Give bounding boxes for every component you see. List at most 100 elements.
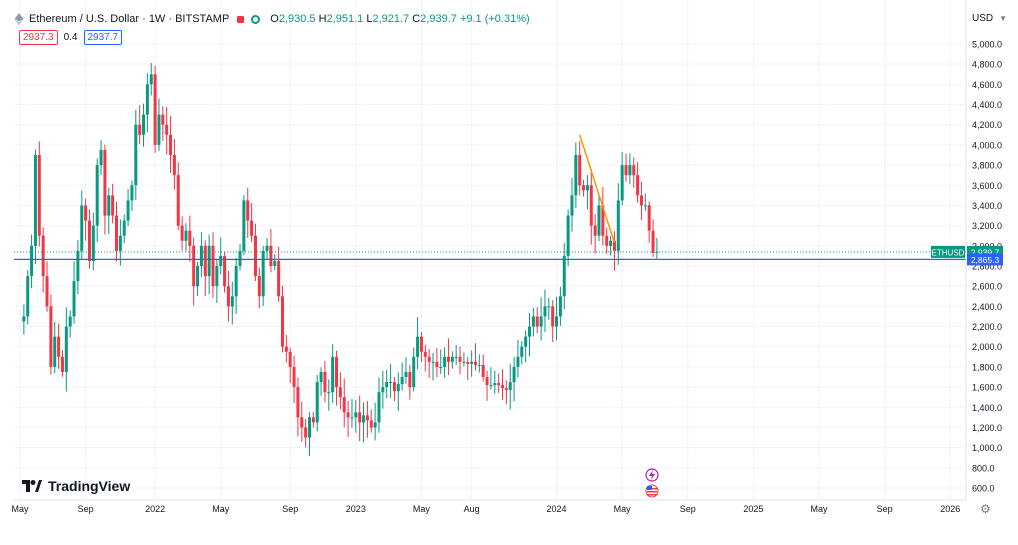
- symbol-title[interactable]: Ethereum / U.S. Dollar · 1W · BITSTAMP: [29, 13, 230, 25]
- candle-body: [412, 356, 416, 388]
- candle-body: [49, 306, 53, 367]
- candle-body: [199, 245, 203, 266]
- flag-stripe: [647, 494, 657, 496]
- candle-body: [30, 245, 34, 277]
- candle-body: [64, 326, 68, 372]
- candle-body: [555, 316, 559, 327]
- candle-body: [504, 388, 508, 391]
- candle-body: [230, 296, 234, 307]
- candle-body: [234, 266, 238, 297]
- candle-body: [172, 155, 176, 176]
- y-tick-label: 3,400.0: [972, 201, 1002, 211]
- candle-body: [473, 361, 477, 365]
- ohlc-values: O2,930.5 H2,951.1 L2,921.7 C2,939.7 +9.1…: [270, 13, 530, 25]
- candle-body: [639, 195, 643, 206]
- y-tick-label: 2,200.0: [972, 322, 1002, 332]
- trade-row: 2937.3 0.4 2937.7: [19, 30, 123, 45]
- candle-body: [439, 366, 443, 368]
- candle-body: [180, 225, 184, 241]
- x-tick-label: Sep: [877, 504, 893, 514]
- candle-body: [636, 175, 640, 196]
- candle-body: [33, 155, 37, 246]
- candle-body: [616, 200, 620, 251]
- candle-body: [203, 245, 207, 277]
- candle-body: [37, 155, 41, 236]
- candle-body: [416, 336, 420, 357]
- candle-body: [446, 356, 450, 362]
- candle-body: [80, 205, 84, 251]
- candle-body: [427, 356, 431, 362]
- candle-body: [377, 392, 381, 423]
- x-tick-label: May: [614, 504, 632, 514]
- tradingview-logo-icon: [22, 480, 42, 492]
- candle-body: [582, 185, 586, 191]
- candle-body: [169, 134, 173, 155]
- event-icons[interactable]: [645, 468, 659, 498]
- candle-body: [346, 412, 350, 418]
- candle-body: [273, 260, 277, 266]
- brand-name: TradingView: [48, 478, 131, 494]
- y-tick-label: 1,200.0: [972, 423, 1002, 433]
- market-closed-icon[interactable]: [237, 15, 245, 23]
- price-labels: ETHUSD 2,939.72,865.3: [931, 245, 1003, 266]
- sell-button[interactable]: 2937.3: [19, 30, 58, 45]
- candle-body: [562, 255, 566, 297]
- candle-body: [400, 377, 404, 385]
- candle-body: [450, 356, 454, 362]
- candle-body: [423, 351, 427, 357]
- tradingview-logo[interactable]: TradingView: [22, 478, 130, 494]
- candle-body: [130, 185, 134, 201]
- candle-body: [354, 412, 358, 418]
- candle-body: [543, 306, 547, 317]
- y-tick-label: 1,000.0: [972, 443, 1002, 453]
- candles: [22, 62, 659, 456]
- candle-body: [643, 205, 647, 207]
- candle-body: [211, 245, 215, 287]
- candle-body: [601, 205, 605, 236]
- candle-body: [574, 155, 578, 196]
- x-tick-label: 2023: [346, 504, 366, 514]
- candle-body: [493, 383, 497, 386]
- candle-body: [335, 356, 339, 388]
- candle-body: [331, 356, 335, 393]
- x-tick-label: Aug: [464, 504, 480, 514]
- candle-body: [362, 415, 366, 423]
- candle-body: [597, 205, 601, 236]
- candle-body: [84, 205, 88, 221]
- candle-body: [593, 225, 597, 236]
- candle-body: [408, 371, 412, 388]
- candle-body: [99, 149, 103, 166]
- candle-body: [520, 346, 524, 357]
- buy-button[interactable]: 2937.7: [83, 30, 123, 45]
- candle-body: [60, 356, 64, 372]
- candle-body: [327, 392, 331, 394]
- candle-body: [277, 260, 281, 297]
- currency-label: USD: [972, 13, 994, 24]
- y-tick-label: 4,200.0: [972, 120, 1002, 130]
- x-tick-label: May: [811, 504, 829, 514]
- y-tick-label: 3,800.0: [972, 161, 1002, 171]
- y-tick-label: 4,000.0: [972, 140, 1002, 150]
- spread-value: 0.4: [63, 32, 78, 43]
- candle-body: [369, 420, 373, 428]
- symbol-header[interactable]: Ethereum / U.S. Dollar · 1W · BITSTAMP O…: [14, 10, 530, 28]
- settings-icon[interactable]: ⚙: [980, 502, 991, 516]
- currency-selector[interactable]: USD ▼: [972, 13, 1007, 24]
- candle-body: [292, 366, 296, 388]
- candle-body: [373, 422, 377, 428]
- y-tick-label: 800.0: [972, 463, 995, 473]
- status-dot-icon[interactable]: [251, 14, 261, 24]
- candle-body: [620, 165, 624, 201]
- candle-body: [72, 281, 76, 317]
- candle-body: [512, 366, 516, 383]
- y-tick-label: 2,600.0: [972, 282, 1002, 292]
- candle-body: [188, 230, 192, 246]
- ethereum-icon: [14, 13, 24, 25]
- candle-body: [477, 364, 481, 366]
- y-axis[interactable]: 5,000.0 4,800.0 4,600.0 4,400.0 4,200.0 4,000…: [972, 40, 1002, 494]
- x-axis[interactable]: May Sep 2022 May Sep 2023 May Aug 2024 May Sep 2025…: [11, 504, 960, 514]
- candle-body: [226, 286, 230, 307]
- candle-body: [392, 382, 396, 392]
- candle-body: [508, 382, 512, 391]
